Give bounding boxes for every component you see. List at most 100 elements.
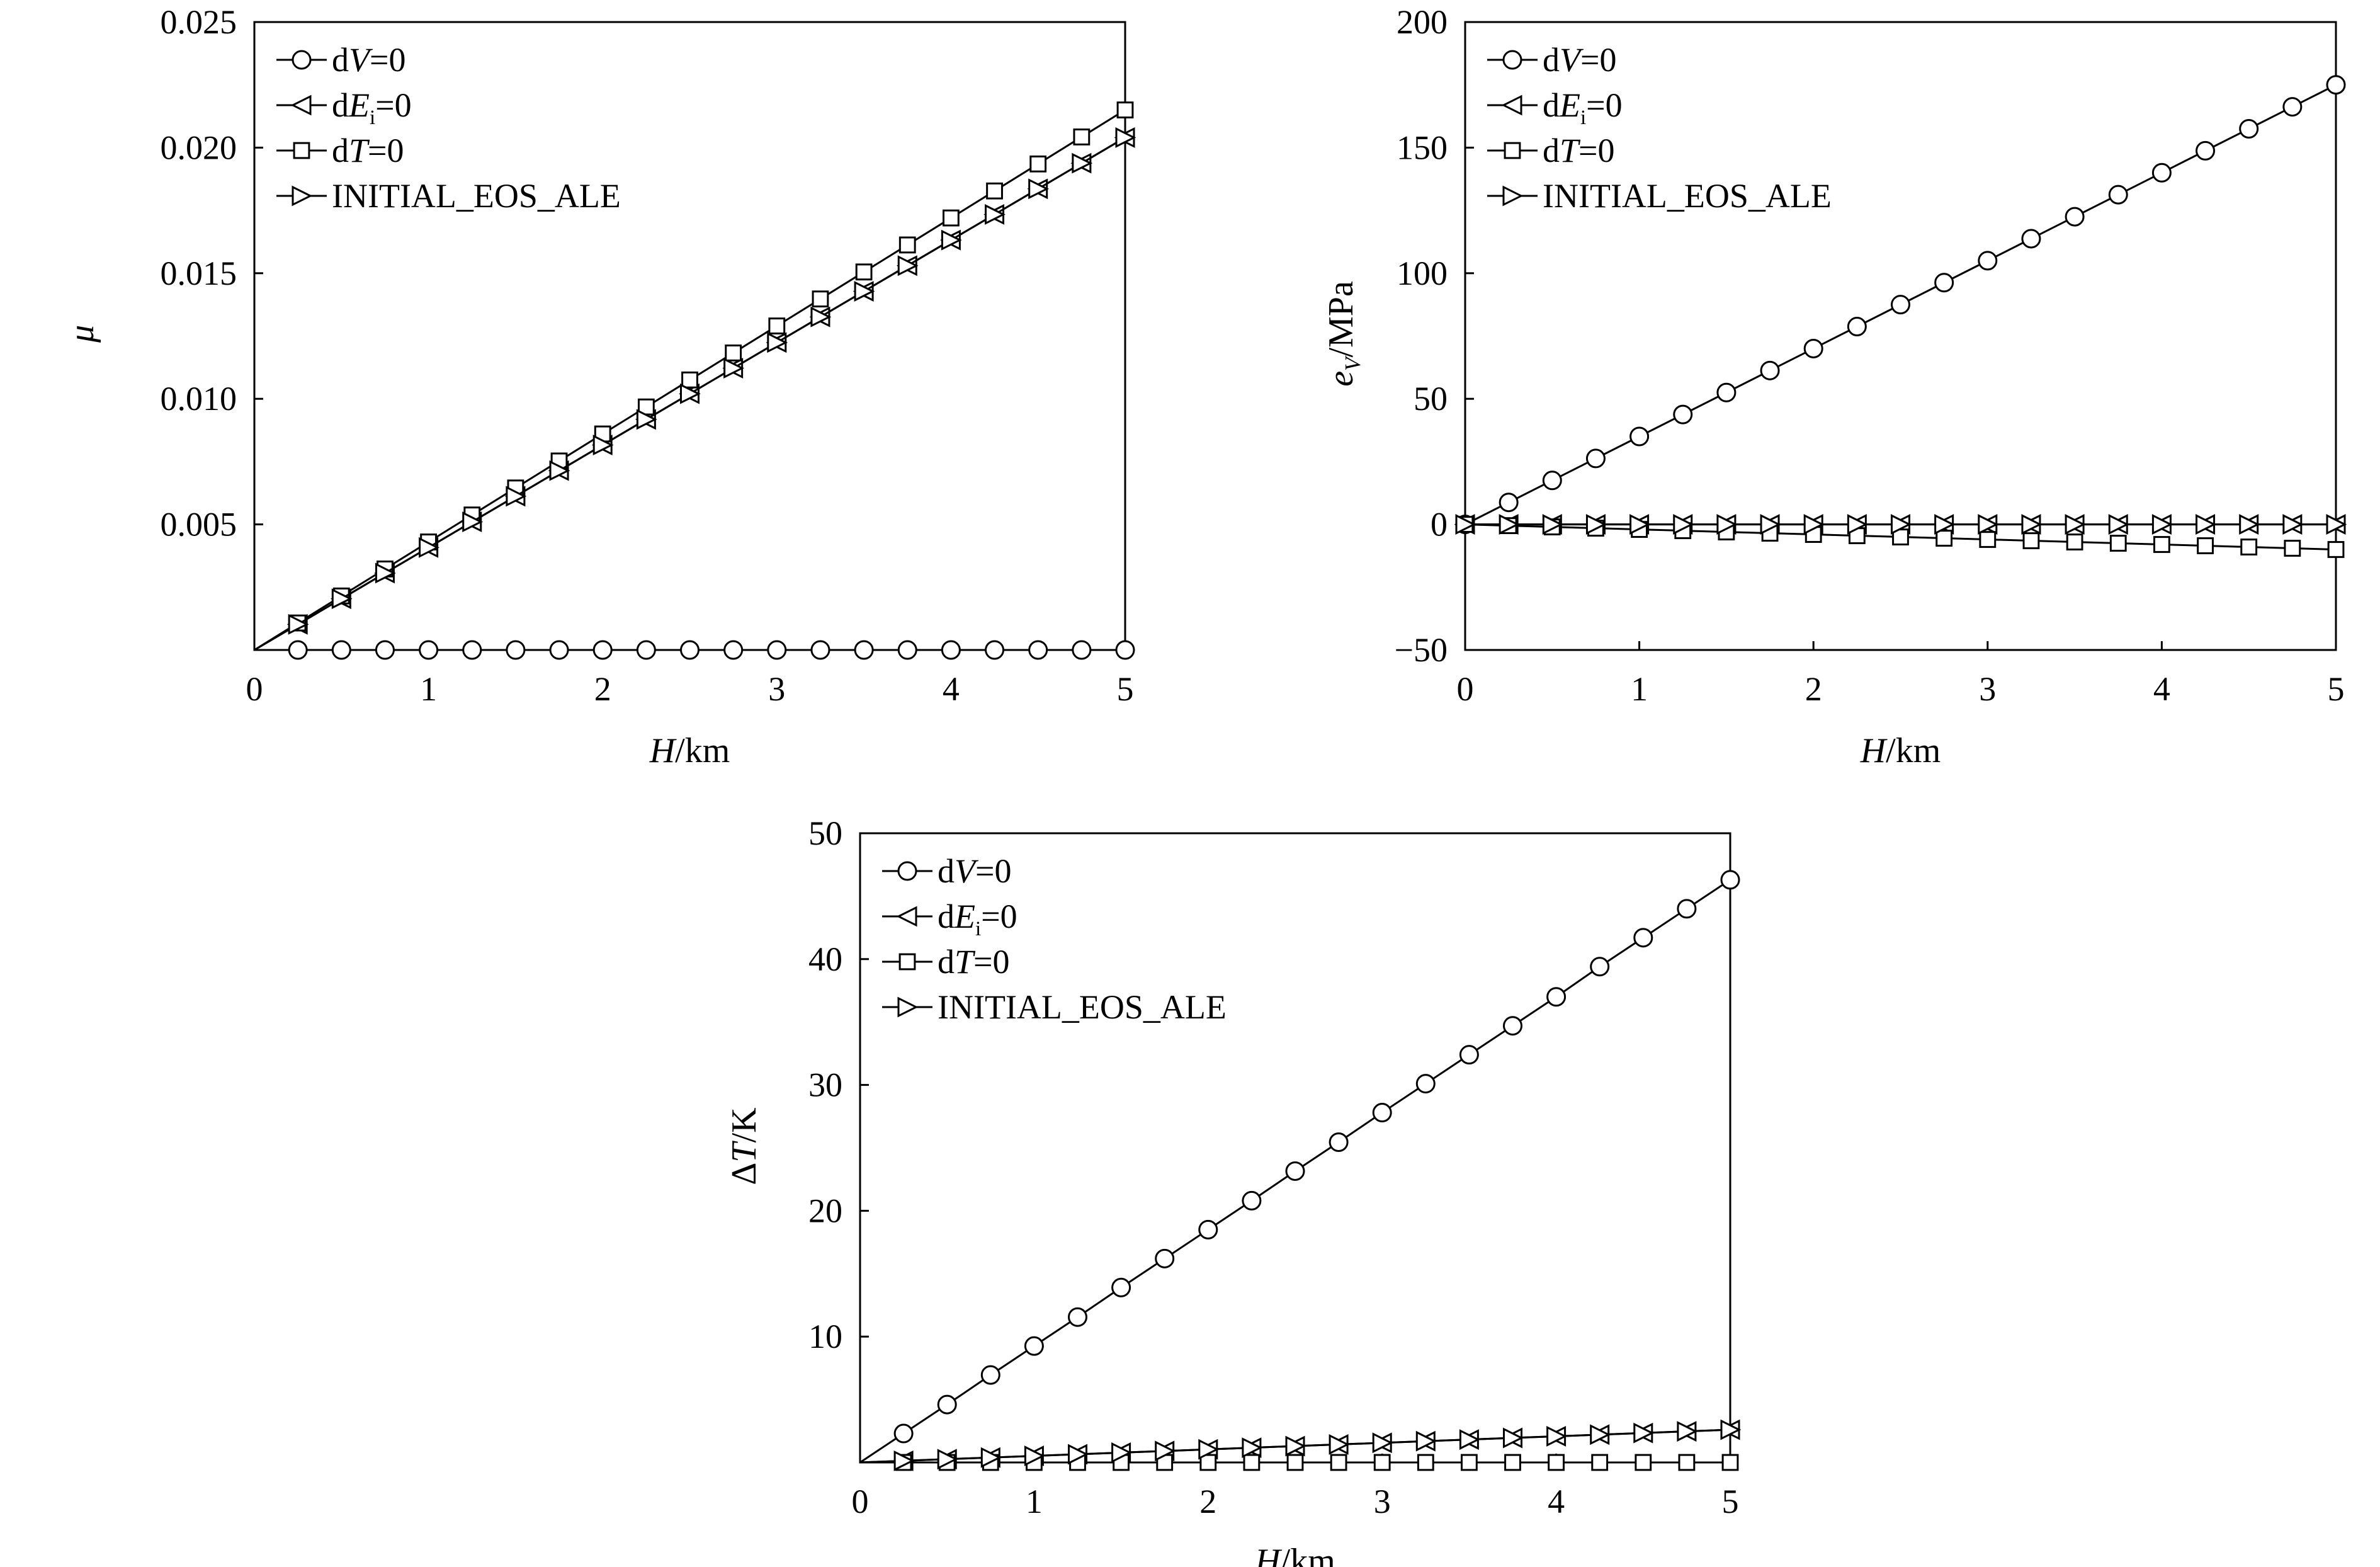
data-point <box>810 306 832 328</box>
x-tick-label: 5 <box>2328 670 2345 708</box>
data-point <box>2197 537 2214 554</box>
data-point <box>680 383 701 404</box>
series-circle <box>254 640 1135 660</box>
plot-frame <box>1464 21 2337 651</box>
data-point <box>1373 1454 1391 1471</box>
data-point <box>812 290 829 308</box>
x-tick-label: 4 <box>1548 1483 1565 1520</box>
series-circle <box>859 870 1740 1464</box>
data-point <box>1760 360 1780 380</box>
legend-marker <box>290 94 312 116</box>
y-tick-label: 0.010 <box>161 380 237 418</box>
data-point <box>1585 448 1606 469</box>
data-point <box>725 345 742 362</box>
data-point <box>1459 1429 1480 1450</box>
data-point <box>1330 1454 1347 1471</box>
data-point <box>1024 1445 1045 1467</box>
x-tick-label: 2 <box>594 670 611 708</box>
data-point <box>898 236 916 254</box>
data-point <box>2021 229 2041 249</box>
data-point <box>1978 514 1999 535</box>
data-point <box>419 537 439 558</box>
chart-dt: 0 1 2 3 4 5 10 20 30 40 50 H/km ΔT/K dV=0 dEi=0dT=0 INI… <box>725 814 1742 1567</box>
data-point <box>2151 162 2172 183</box>
data-point <box>1542 514 1563 535</box>
data-point <box>1329 1434 1350 1455</box>
series-triangle-right <box>254 127 1136 651</box>
data-point <box>855 263 873 281</box>
data-point <box>2239 118 2259 139</box>
data-point <box>1803 338 1823 358</box>
data-point <box>941 640 961 660</box>
data-point <box>288 613 309 635</box>
series-square <box>1456 516 2345 558</box>
y-tick-label: 150 <box>1397 128 1448 166</box>
data-point <box>375 640 395 660</box>
x-tick-label: 0 <box>246 670 263 708</box>
data-point <box>1329 1132 1349 1153</box>
data-point <box>1935 530 1953 547</box>
data-point <box>636 640 656 660</box>
legend-marker <box>1501 94 1522 116</box>
data-point <box>1934 514 1956 535</box>
legend-marker <box>292 50 312 70</box>
data-point <box>2151 514 2173 535</box>
legend-marker <box>897 861 917 881</box>
data-point <box>1111 1277 1131 1297</box>
data-point <box>854 640 874 660</box>
data-point <box>1417 1454 1434 1471</box>
legend-marker <box>1502 50 1522 70</box>
data-point <box>1072 640 1092 660</box>
data-point <box>1546 1426 1567 1447</box>
legend-label: INITIAL_EOS_ALE <box>938 988 1227 1026</box>
legend-marker <box>1504 142 1521 159</box>
data-point <box>2022 532 2040 549</box>
data-point <box>1286 1454 1304 1471</box>
data-point <box>1677 899 1697 919</box>
data-point <box>1585 514 1607 535</box>
data-point <box>1503 1427 1524 1449</box>
data-point <box>937 1449 958 1470</box>
x-tick-label: 1 <box>1631 670 1648 708</box>
data-point <box>1629 426 1650 447</box>
data-point <box>1115 640 1135 660</box>
data-point <box>1242 1190 1262 1211</box>
data-point <box>1372 1103 1392 1123</box>
y-axis-label: μ <box>62 325 101 343</box>
data-point <box>1243 1454 1261 1471</box>
data-point <box>1891 295 1910 315</box>
legend-label: dT=0 <box>332 132 404 169</box>
data-point <box>1198 1439 1220 1460</box>
legend-label: dEi=0 <box>938 897 1017 940</box>
data-point <box>1590 957 1610 977</box>
x-tick-label: 3 <box>1374 1483 1391 1520</box>
data-point <box>592 640 613 660</box>
data-point <box>810 640 830 660</box>
y-tick-label: 200 <box>1397 3 1448 41</box>
data-point <box>1029 155 1047 173</box>
y-tick-label: 0 <box>1431 506 1448 544</box>
data-point <box>549 460 570 481</box>
data-point <box>897 255 919 276</box>
y-tick-label: 20 <box>808 1192 842 1229</box>
data-point <box>1111 1442 1132 1463</box>
y-tick-label: 100 <box>1397 254 1448 292</box>
data-point <box>2108 185 2128 205</box>
data-point <box>1285 1435 1306 1457</box>
data-point <box>2021 514 2043 535</box>
legend: dV=0 dEi=0dT=0 INITIAL_EOS_ALE <box>276 41 621 215</box>
legend-label: dV=0 <box>332 41 405 79</box>
data-point <box>331 640 351 660</box>
data-point <box>1372 1432 1393 1454</box>
data-point <box>2240 538 2258 556</box>
data-point <box>2196 514 2216 535</box>
data-point <box>681 371 698 389</box>
data-point <box>985 204 1006 225</box>
data-point <box>2327 541 2345 558</box>
data-point <box>1673 404 1693 425</box>
data-point <box>462 640 482 660</box>
legend-marker <box>293 142 310 159</box>
legend-marker <box>897 996 919 1018</box>
legend-label: INITIAL_EOS_ALE <box>332 177 621 215</box>
y-tick-label: 0.025 <box>161 3 237 41</box>
